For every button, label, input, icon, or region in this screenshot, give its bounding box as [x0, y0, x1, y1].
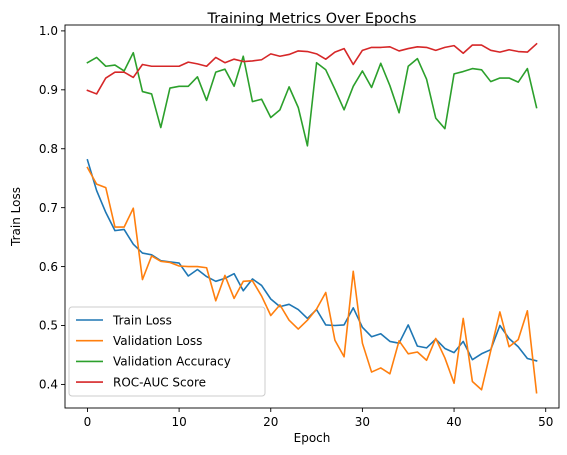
y-tick-label: 0.4: [39, 378, 58, 392]
legend-label-3: ROC-AUC Score: [113, 375, 206, 389]
y-tick-label: 0.8: [39, 142, 58, 156]
series-line-3: [86, 42, 538, 95]
x-axis-title: Epoch: [294, 431, 331, 445]
legend-label-1: Validation Loss: [113, 334, 202, 348]
x-tick-label: 20: [263, 415, 278, 429]
plot-frame: [64, 24, 560, 409]
series-line-1: [86, 166, 538, 394]
y-axis-title: Train Loss: [9, 187, 23, 247]
x-tick-label: 10: [171, 415, 186, 429]
legend: Train Loss Validation Loss Validation Accu…: [68, 306, 266, 397]
series-lines: [86, 42, 538, 394]
y-tick-label: 0.5: [39, 319, 58, 333]
y-tick-label: 0.6: [39, 260, 58, 274]
y-tick-label: 1.0: [39, 24, 58, 38]
chart-title: Training Metrics Over Epochs: [207, 11, 417, 27]
x-tick-label: 40: [446, 415, 461, 429]
legend-box: [68, 306, 266, 397]
legend-label-0: Train Loss: [112, 313, 172, 327]
series-line-2: [86, 51, 538, 147]
x-tick-label: 30: [355, 415, 370, 429]
x-tick-label: 0: [84, 415, 92, 429]
y-tick-label: 0.7: [39, 201, 58, 215]
x-axis-ticks: 0 10 20 30 40 50: [84, 408, 553, 429]
x-tick-label: 50: [538, 415, 553, 429]
legend-label-2: Validation Accuracy: [113, 355, 231, 369]
y-tick-label: 0.9: [39, 83, 58, 97]
y-axis-ticks: 0.4 0.5 0.6 0.7 0.8 0.9 1.0: [39, 24, 65, 392]
